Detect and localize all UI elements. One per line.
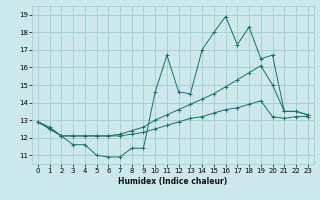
X-axis label: Humidex (Indice chaleur): Humidex (Indice chaleur) bbox=[118, 177, 228, 186]
